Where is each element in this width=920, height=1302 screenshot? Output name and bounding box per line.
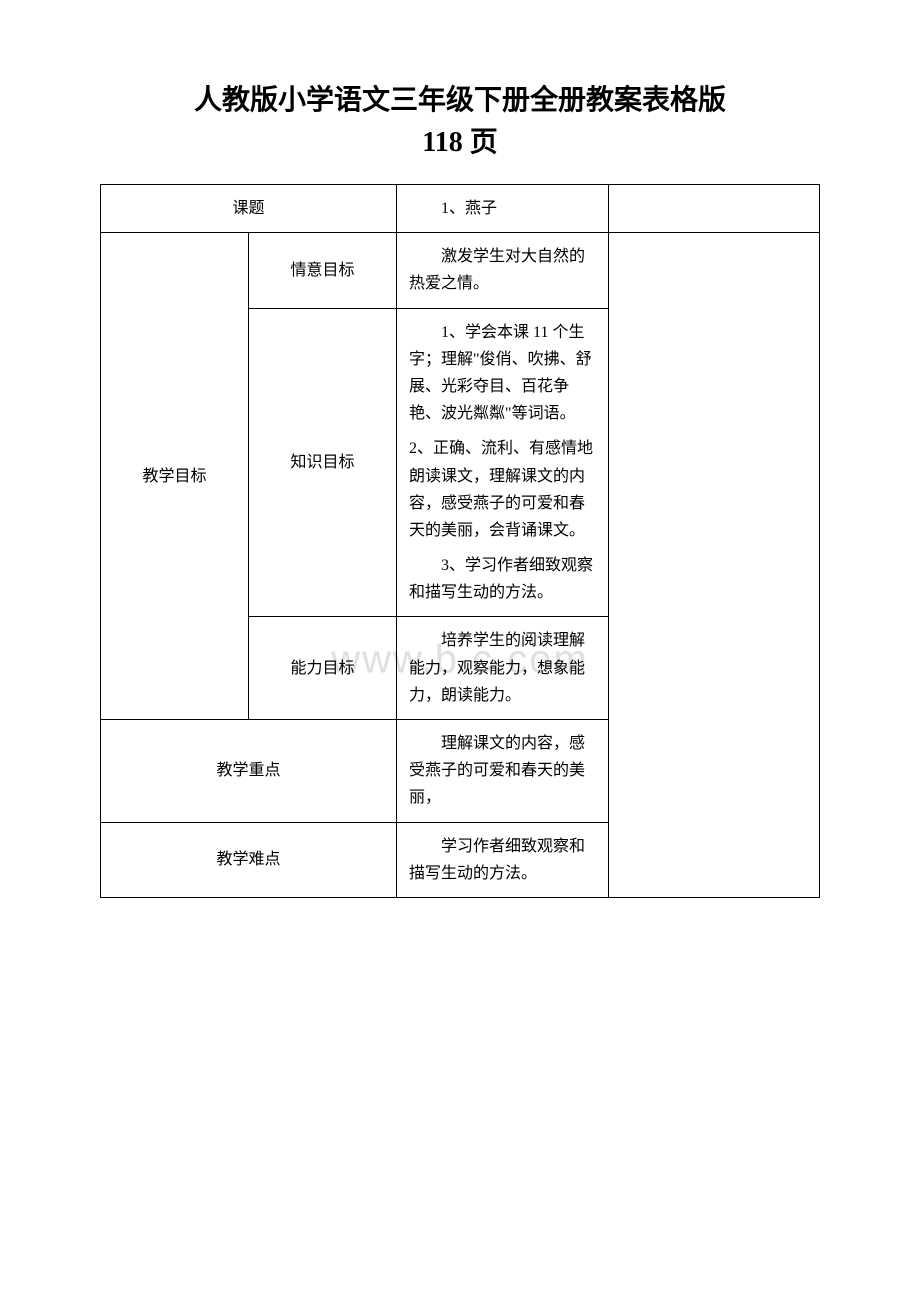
affective-content: 激发学生对大自然的热爱之情。 xyxy=(397,233,608,308)
empty-cell xyxy=(608,185,820,233)
ability-label: 能力目标 xyxy=(249,617,397,720)
empty-cell-span xyxy=(608,233,820,898)
table-row-affective: 教学目标 情意目标 激发学生对大自然的热爱之情。 xyxy=(101,233,820,308)
topic-label: 课题 xyxy=(101,185,397,233)
title-line-2: 118 页 xyxy=(422,127,497,158)
knowledge-content: 1、学会本课 11 个生字；理解"俊俏、吹拂、舒展、光彩夺目、百花争艳、波光粼粼… xyxy=(397,308,608,617)
title-line-1: 人教版小学语文三年级下册全册教案表格版 xyxy=(194,85,726,116)
keypoint-label: 教学重点 xyxy=(101,720,397,823)
table-row-topic: 课题 1、燕子 xyxy=(101,185,820,233)
page-title: 人教版小学语文三年级下册全册教案表格版 118 页 xyxy=(100,80,820,164)
lesson-plan-table: 课题 1、燕子 教学目标 情意目标 激发学生对大自然的热爱之情。 知识目标 1、… xyxy=(100,184,820,898)
difficulty-label: 教学难点 xyxy=(101,822,397,897)
goals-label: 教学目标 xyxy=(101,233,249,720)
ability-content: 培养学生的阅读理解能力，观察能力，想象能力，朗读能力。 xyxy=(397,617,608,720)
keypoint-content: 理解课文的内容，感受燕子的可爱和春天的美丽， xyxy=(397,720,608,823)
knowledge-label: 知识目标 xyxy=(249,308,397,617)
topic-value: 1、燕子 xyxy=(397,185,608,233)
affective-label: 情意目标 xyxy=(249,233,397,308)
difficulty-content: 学习作者细致观察和描写生动的方法。 xyxy=(397,822,608,897)
